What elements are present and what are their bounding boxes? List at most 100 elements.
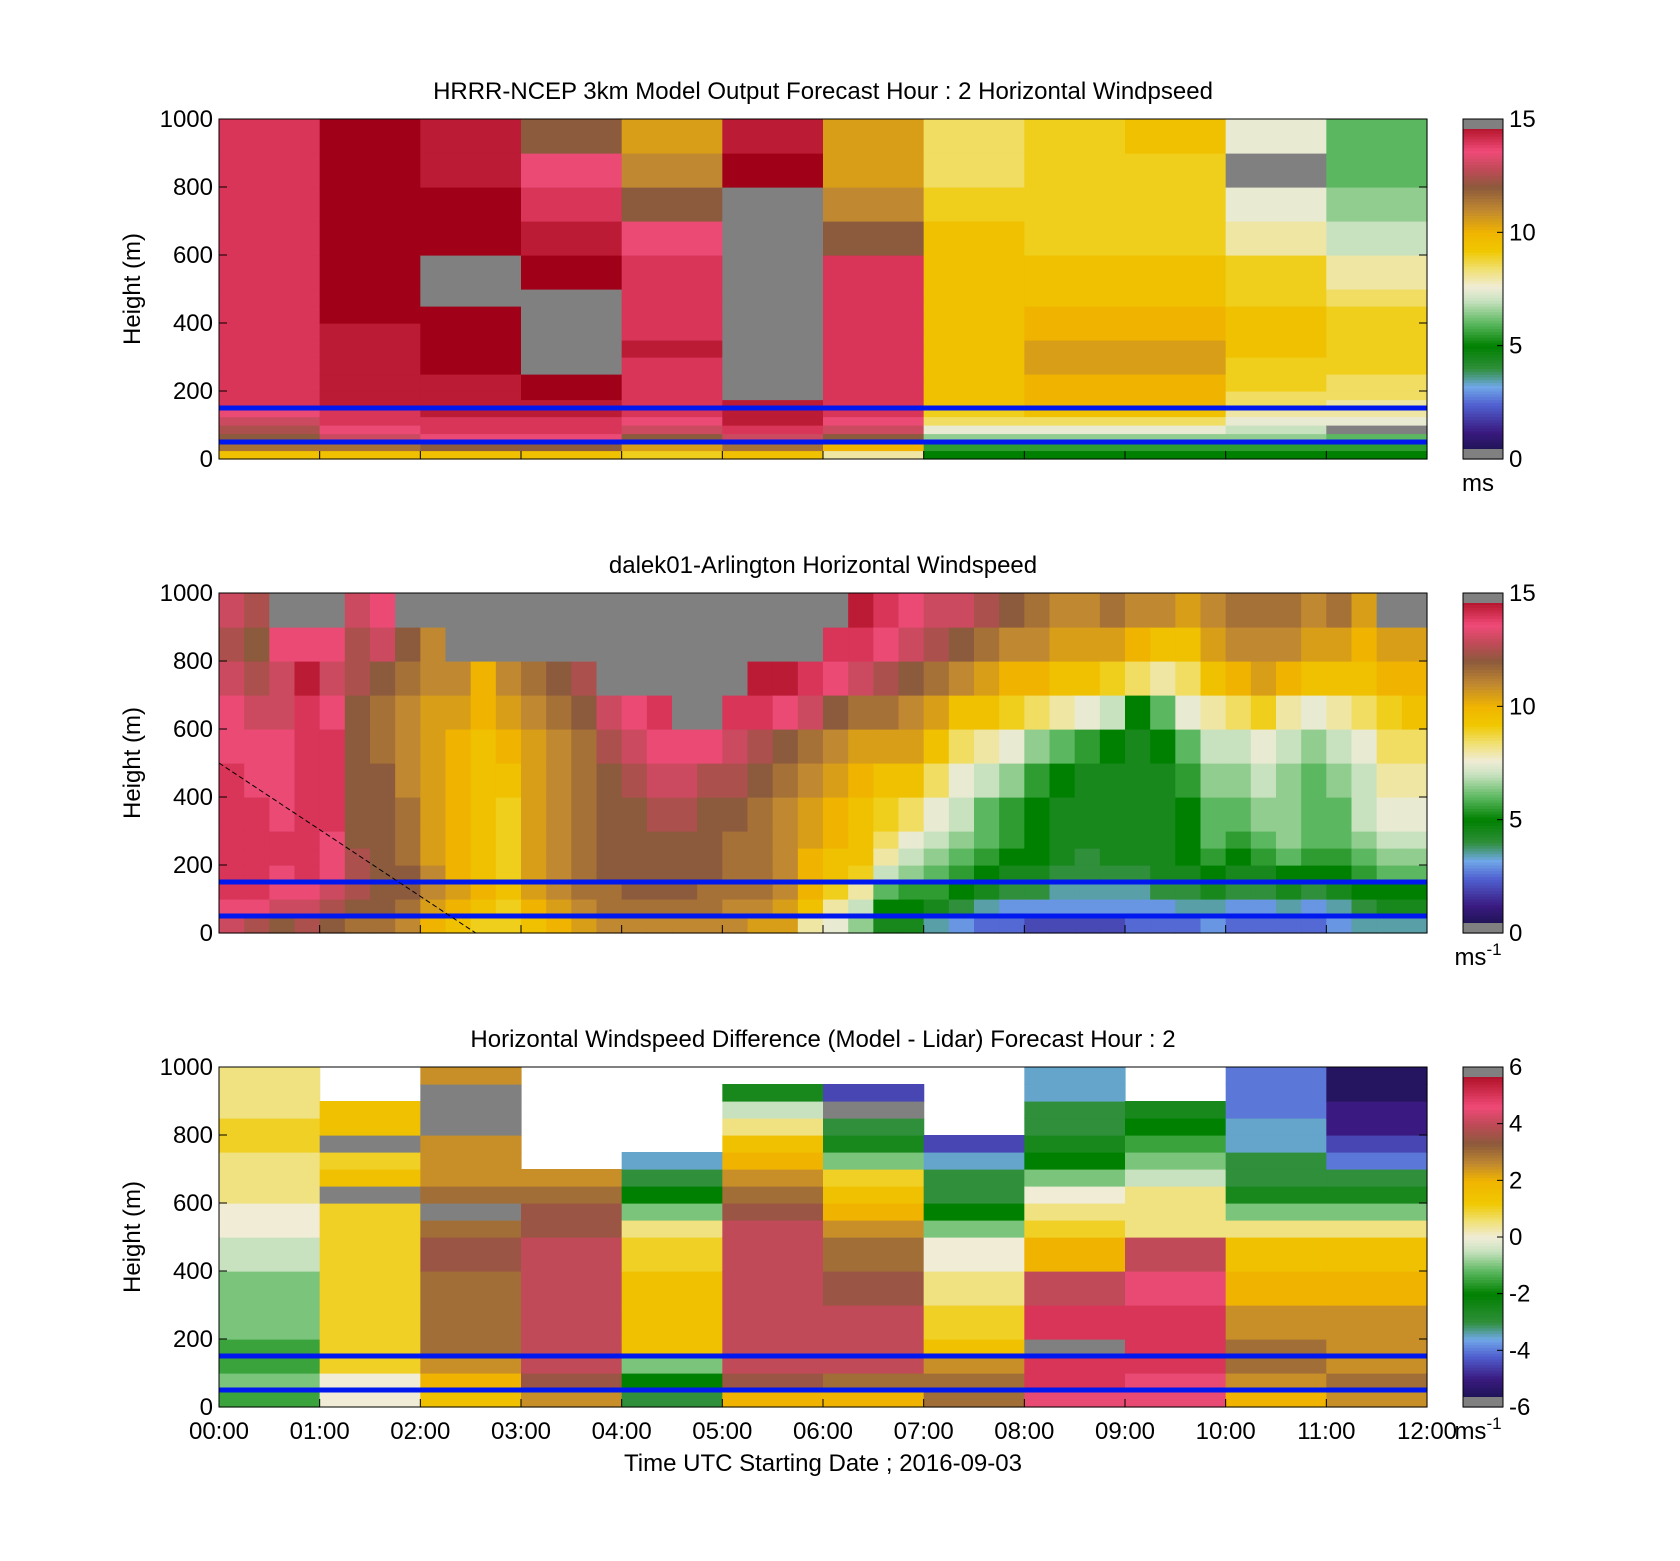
colorbar-segment: [1463, 910, 1503, 914]
colorbar-segment: [1463, 170, 1503, 174]
heatmap-cell: [722, 1152, 824, 1170]
colorbar-segment: [1463, 206, 1503, 211]
heatmap-cell: [1376, 848, 1403, 866]
colorbar-segment: [1463, 1271, 1503, 1275]
colorbar-segment: [1463, 340, 1503, 344]
y-tick-label: 0: [200, 920, 213, 947]
heatmap-cell: [344, 899, 371, 917]
heatmap-cell: [1150, 848, 1176, 866]
heatmap-cell: [1276, 882, 1302, 900]
colorbar-segment: [1463, 879, 1503, 883]
heatmap-cell: [999, 865, 1025, 883]
heatmap-cell: [244, 916, 270, 934]
colorbar-segment: [1463, 1177, 1503, 1181]
heatmap-cell: [823, 391, 925, 401]
colorbar-segment: [1463, 229, 1503, 233]
heatmap-cell: [546, 797, 572, 832]
heatmap-cell: [521, 882, 547, 900]
colorbar-segment: [1463, 351, 1503, 355]
colorbar-segment: [1463, 195, 1503, 199]
heatmap-cell: [747, 627, 774, 662]
heatmap-cell: [1401, 916, 1428, 934]
chart-title: Horizontal Windspeed Difference (Model -…: [470, 1026, 1175, 1053]
heatmap-cell: [1250, 831, 1277, 849]
heatmap-cell: [923, 1356, 1025, 1374]
heatmap-cell: [1024, 695, 1051, 730]
heatmap-cell: [1099, 627, 1126, 662]
heatmap-cell: [319, 882, 346, 900]
heatmap-cell: [1301, 695, 1327, 730]
heatmap-cell: [923, 442, 1025, 452]
heatmap-cell: [445, 916, 472, 934]
colorbar-segment: [1463, 607, 1503, 611]
heatmap-cell: [395, 916, 421, 934]
heatmap-cell: [319, 627, 346, 662]
heatmap-cell: [1125, 695, 1151, 730]
heatmap-cell: [672, 797, 698, 832]
heatmap-cell: [571, 848, 598, 866]
heatmap-cell: [621, 153, 723, 188]
heatmap-cell: [319, 425, 421, 435]
heatmap-cell: [1150, 882, 1176, 900]
heatmap-cell: [1049, 916, 1076, 934]
heatmap-cell: [370, 899, 396, 917]
colorbar-segment: [1463, 865, 1503, 869]
colorbar-segment: [1463, 1327, 1503, 1332]
heatmap-cell: [823, 627, 849, 662]
heatmap-cell: [420, 255, 522, 290]
colorbar-segment: [1463, 845, 1503, 849]
y-axis-label: Height (m): [119, 233, 146, 345]
heatmap-cell: [747, 763, 774, 798]
heatmap-cell: [219, 399, 321, 409]
colorbar-segment: [1463, 393, 1503, 398]
colorbar-segment: [1463, 1299, 1503, 1303]
heatmap-cell: [244, 695, 270, 730]
colorbar-segment: [1463, 683, 1503, 688]
colorbar-segment: [1463, 1282, 1503, 1286]
heatmap-cell: [672, 865, 698, 883]
heatmap-cell: [1024, 882, 1051, 900]
heatmap-cell: [1125, 899, 1151, 917]
heatmap-cell: [1301, 661, 1327, 696]
heatmap-cell: [219, 1305, 321, 1340]
heatmap-cell: [319, 797, 346, 832]
colorbar-segment: [1463, 289, 1503, 293]
heatmap-cell: [722, 433, 824, 443]
heatmap-cell: [1326, 1067, 1428, 1085]
heatmap-cell: [672, 627, 698, 662]
heatmap-cell: [697, 593, 723, 628]
heatmap-cell: [1326, 221, 1428, 256]
heatmap-cell: [948, 763, 975, 798]
heatmap-cell: [722, 1101, 824, 1119]
heatmap-cell: [1125, 661, 1151, 696]
heatmap-cell: [823, 187, 925, 222]
heatmap-cell: [923, 357, 1025, 375]
heatmap-cell: [420, 1118, 522, 1136]
heatmap-cell: [621, 357, 723, 375]
heatmap-cell: [722, 797, 749, 832]
colorbar-segment: [1463, 1203, 1503, 1207]
heatmap-cell: [1049, 882, 1076, 900]
colorbar-unit-superscript: -1: [1486, 940, 1501, 959]
colorbar-segment: [1463, 138, 1503, 143]
heatmap-cell: [1225, 899, 1252, 917]
heatmap-cell: [1024, 1373, 1126, 1391]
colorbar-segment: [1463, 1319, 1503, 1323]
colorbar-segment: [1463, 306, 1503, 310]
heatmap-cell: [1024, 187, 1126, 222]
colorbar-segment: [1463, 161, 1503, 165]
heatmap-cell: [646, 916, 673, 934]
heatmap-cell: [1175, 848, 1202, 866]
heatmap-cell: [370, 627, 396, 662]
heatmap-cell: [1125, 391, 1227, 401]
heatmap-cell: [948, 797, 975, 832]
heatmap-cell: [621, 1152, 723, 1170]
heatmap-cell: [420, 593, 447, 628]
heatmap-cell: [319, 1169, 421, 1187]
heatmap-cell: [319, 1237, 421, 1272]
heatmap-cell: [1099, 831, 1126, 849]
colorbar-segment: [1463, 780, 1503, 784]
colorbar-segment: [1463, 1237, 1503, 1241]
heatmap-cell: [1125, 729, 1151, 764]
colorbar-frame: [1462, 118, 1504, 460]
